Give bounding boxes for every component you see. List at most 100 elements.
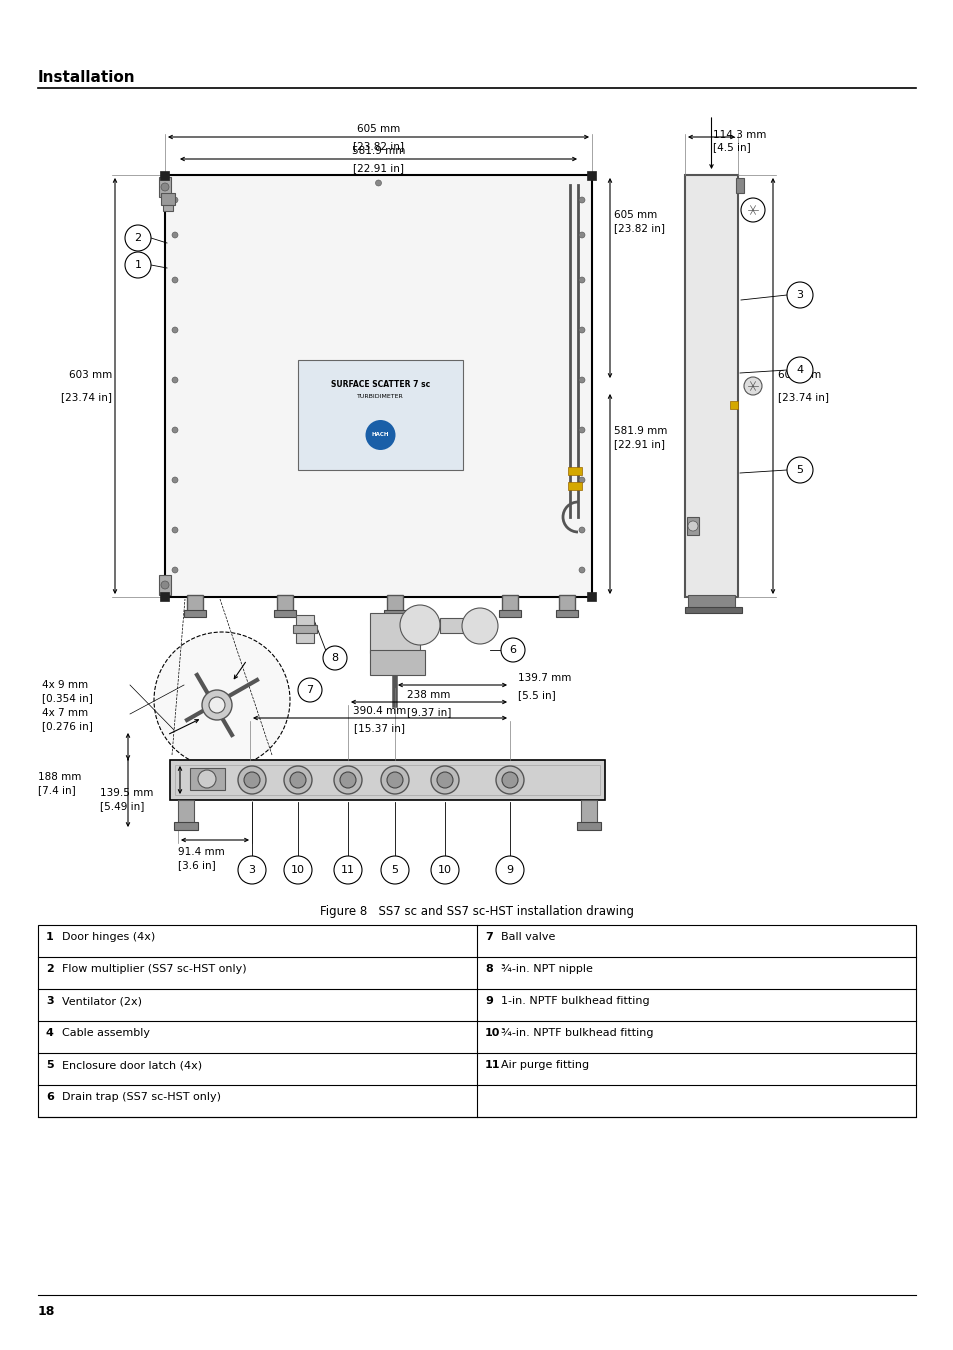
Text: [5.49 in]: [5.49 in] [100,801,144,811]
Bar [165,176,592,597]
Bar [577,822,600,830]
Circle shape [209,697,225,713]
Text: 10: 10 [291,865,305,875]
Circle shape [743,201,761,219]
Text: 603 mm: 603 mm [69,370,112,379]
Bar [295,616,314,643]
Circle shape [172,526,178,533]
Bar [170,760,604,801]
Bar [580,801,597,825]
Circle shape [380,856,409,884]
Circle shape [500,639,524,662]
Text: Door hinges (4x): Door hinges (4x) [62,931,155,942]
Bar [161,193,174,205]
Circle shape [172,567,178,572]
Circle shape [431,765,458,794]
Bar [729,401,738,409]
Bar [276,595,293,613]
Bar [187,595,203,613]
Bar [687,595,734,609]
Bar [160,593,170,602]
Bar [567,467,581,475]
Bar [684,608,741,613]
Circle shape [323,647,347,670]
Circle shape [334,856,361,884]
Bar [173,822,198,830]
Bar [370,613,419,653]
Text: Air purge fitting: Air purge fitting [500,1060,589,1071]
Text: [23.74 in]: [23.74 in] [61,392,112,402]
Text: [22.91 in]: [22.91 in] [614,439,664,450]
Circle shape [153,632,290,768]
Text: [5.5 in]: [5.5 in] [517,690,556,701]
Bar [38,925,915,1116]
Circle shape [172,427,178,433]
Circle shape [578,277,584,284]
Bar [556,610,578,617]
Bar [190,768,225,790]
Text: [9.37 in]: [9.37 in] [406,707,451,717]
Text: Enclosure door latch (4x): Enclosure door latch (4x) [62,1060,202,1071]
Bar [160,170,170,180]
Circle shape [496,765,523,794]
Bar [587,170,596,180]
Text: [23.74 in]: [23.74 in] [778,392,828,402]
Text: Ball valve: Ball valve [500,931,555,942]
Text: 7: 7 [306,684,314,695]
Bar [501,595,517,613]
Bar [498,610,520,617]
Circle shape [786,282,812,308]
Bar [178,801,193,825]
Text: 18: 18 [38,1305,55,1318]
Circle shape [578,197,584,202]
Text: 10: 10 [484,1027,500,1038]
Circle shape [578,377,584,383]
Bar [174,765,599,795]
Text: Installation: Installation [38,70,135,85]
Circle shape [501,772,517,788]
Bar [184,610,206,617]
Circle shape [237,765,266,794]
Text: 6: 6 [509,645,516,655]
Text: 238 mm: 238 mm [407,690,450,701]
Circle shape [461,608,497,644]
Circle shape [172,477,178,483]
Text: 11: 11 [340,865,355,875]
Text: Ventilator (2x): Ventilator (2x) [62,996,142,1006]
Circle shape [496,856,523,884]
Circle shape [399,605,439,645]
Text: Drain trap (SS7 sc-HST only): Drain trap (SS7 sc-HST only) [62,1092,221,1102]
Circle shape [172,277,178,284]
Circle shape [297,678,322,702]
Text: Flow multiplier (SS7 sc-HST only): Flow multiplier (SS7 sc-HST only) [62,964,247,973]
Text: 605 mm: 605 mm [356,124,399,134]
Circle shape [786,356,812,383]
Circle shape [578,477,584,483]
Text: 4x 9 mm: 4x 9 mm [42,680,88,690]
Bar [293,625,316,633]
Text: 605 mm: 605 mm [614,211,657,220]
Circle shape [290,772,306,788]
Circle shape [161,580,169,589]
Circle shape [578,427,584,433]
Circle shape [431,856,458,884]
Text: 91.4 mm: 91.4 mm [178,846,225,857]
Text: Cable assembly: Cable assembly [62,1027,150,1038]
Text: 5: 5 [391,865,398,875]
Text: 1-in. NPTF bulkhead fitting: 1-in. NPTF bulkhead fitting [500,996,649,1006]
Circle shape [284,856,312,884]
Text: 3: 3 [46,996,53,1006]
Text: HACH: HACH [372,432,389,437]
Text: TURBIDIMETER: TURBIDIMETER [356,394,403,400]
Circle shape [284,765,312,794]
Text: ¾-in. NPT nipple: ¾-in. NPT nipple [500,964,592,973]
Text: 114.3 mm: 114.3 mm [713,130,766,140]
Bar [558,595,575,613]
Circle shape [387,772,402,788]
Text: 1: 1 [134,261,141,270]
Text: 139.7 mm: 139.7 mm [517,674,571,683]
Bar [163,202,172,211]
Circle shape [687,521,698,531]
Text: 3: 3 [796,290,802,300]
Circle shape [237,856,266,884]
